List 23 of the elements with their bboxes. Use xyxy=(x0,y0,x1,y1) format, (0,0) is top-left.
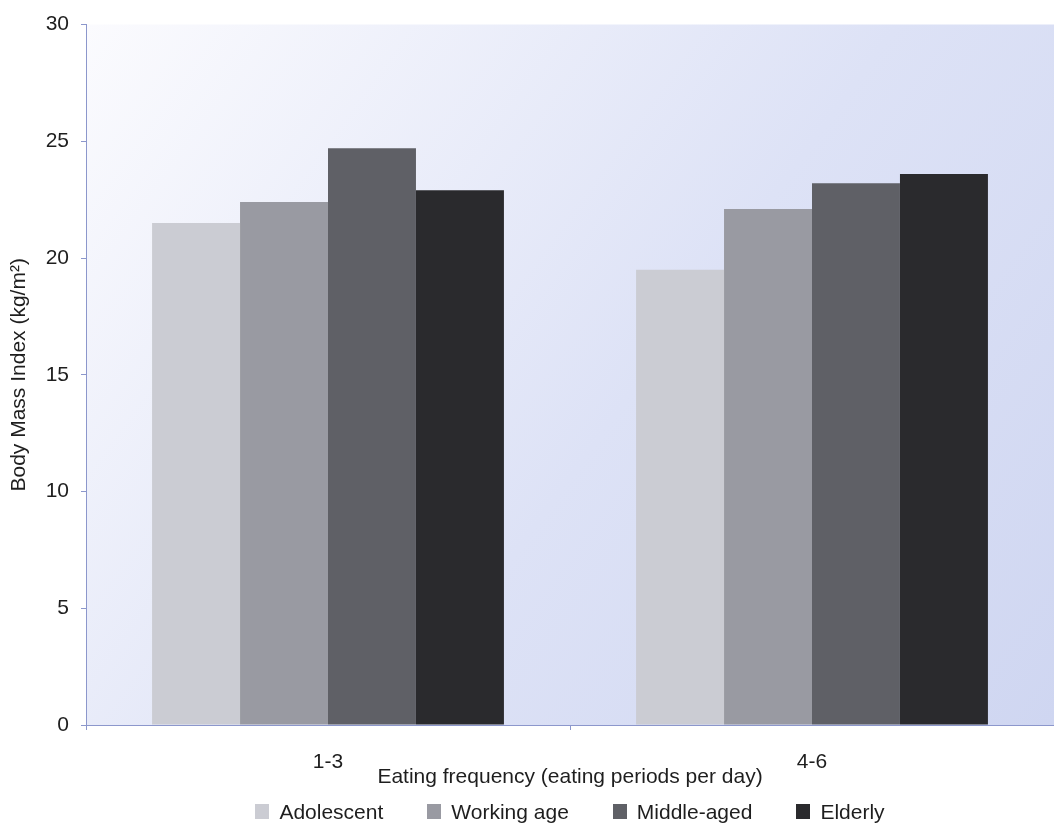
y-tick-label: 20 xyxy=(45,244,69,268)
x-tick-label: 1-3 xyxy=(312,749,344,773)
y-axis-title: Body Mass Index (kg/m²) xyxy=(6,258,30,492)
y-tick-label: 0 xyxy=(57,711,69,735)
bar xyxy=(899,174,988,725)
legend-label: Adolescent xyxy=(279,800,384,823)
y-tick-label: 10 xyxy=(45,478,69,502)
legend-label: Elderly xyxy=(820,800,885,823)
x-tick-label: 4-6 xyxy=(796,749,828,773)
bar xyxy=(636,269,725,725)
y-tick-label: 25 xyxy=(45,128,69,152)
bar xyxy=(240,202,328,725)
y-tick-label: 30 xyxy=(45,11,69,35)
y-tick-label: 15 xyxy=(45,361,69,385)
x-axis-title: Eating frequency (eating periods per day) xyxy=(377,764,763,788)
bar xyxy=(812,183,900,725)
y-tick-label: 5 xyxy=(57,595,69,619)
bar xyxy=(152,223,241,725)
legend-label: Middle-aged xyxy=(636,800,753,823)
bar xyxy=(328,148,416,725)
bar xyxy=(415,190,504,725)
bar xyxy=(724,209,812,725)
legend-label: Working age xyxy=(451,800,569,823)
